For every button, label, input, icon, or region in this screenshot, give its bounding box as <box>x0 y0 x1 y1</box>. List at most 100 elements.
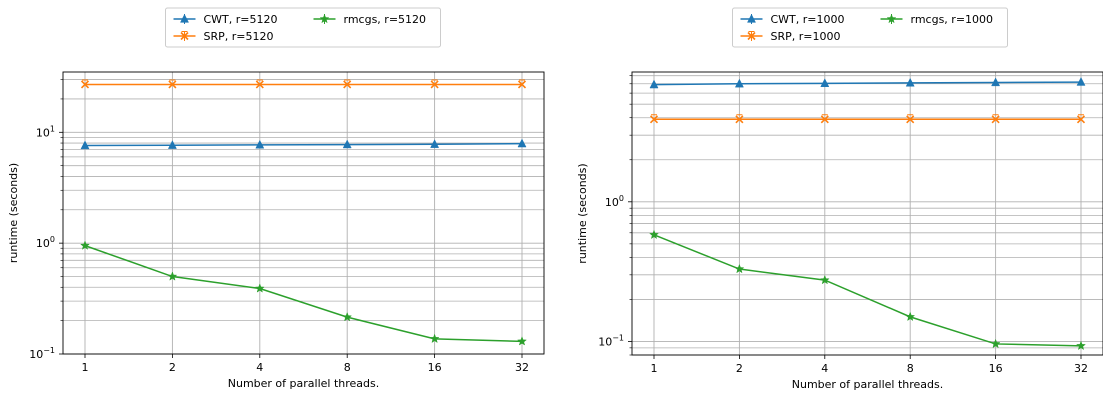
data-point <box>735 115 744 124</box>
data-point <box>342 311 353 322</box>
x-tick-label: 4 <box>256 361 263 374</box>
legend-label: CWT, r=1000 <box>771 13 845 26</box>
legend-box <box>732 7 1008 48</box>
data-point <box>167 271 178 281</box>
data-point <box>820 78 830 87</box>
x-tick-label: 32 <box>1074 362 1088 375</box>
grid <box>632 72 1103 356</box>
data-point <box>991 115 1000 124</box>
data-point <box>80 240 90 250</box>
data-point <box>342 139 352 149</box>
x-tick-label: 1 <box>651 362 658 375</box>
legend-entry: SRP, r=1000 <box>740 30 841 43</box>
data-point <box>649 229 659 240</box>
data-point <box>430 139 440 148</box>
data-point <box>990 338 1001 349</box>
legend-entry: CWT, r=1000 <box>740 13 845 26</box>
data-point <box>1076 115 1086 124</box>
grid <box>63 72 544 355</box>
plot-frame <box>62 71 545 355</box>
data-point <box>820 115 829 124</box>
data-point <box>649 79 659 89</box>
data-point <box>254 283 265 293</box>
legend-marker <box>180 31 189 41</box>
legend-entry: rmcgs, r=5120 <box>313 13 427 26</box>
legend-marker <box>747 31 756 41</box>
legend-entry: SRP, r=5120 <box>173 30 274 43</box>
series-star <box>649 229 1086 351</box>
y-tick-label: 100 <box>36 235 55 250</box>
legend: CWT, r=1000 SRP, r=1000 rmcgs, r=1000 <box>732 7 1008 48</box>
data-point <box>649 115 659 124</box>
y-axis-label: runtime (seconds) <box>7 163 20 263</box>
legend-marker <box>747 13 756 23</box>
data-point <box>430 80 439 89</box>
legend-label: rmcgs, r=1000 <box>911 13 994 26</box>
y-tick-label: 10−1 <box>598 333 624 348</box>
legend-marker <box>886 13 897 24</box>
legend-label: CWT, r=5120 <box>204 13 278 26</box>
data-point <box>1076 340 1086 351</box>
legend-label: SRP, r=5120 <box>204 30 274 43</box>
y-tick-base: 10 <box>36 126 50 139</box>
x-tick-label: 2 <box>736 362 743 375</box>
legend-label: SRP, r=1000 <box>771 30 841 43</box>
legend: CWT, r=5120 SRP, r=5120 rmcgs, r=5120 <box>165 7 441 48</box>
series-line <box>653 81 1082 86</box>
series-triangle <box>80 138 527 150</box>
y-tick-label: 101 <box>36 124 55 139</box>
series-x <box>649 114 1086 124</box>
y-axis-label: runtime (seconds) <box>576 163 589 263</box>
data-point <box>734 263 745 274</box>
data-point <box>255 80 264 89</box>
data-point <box>167 140 177 149</box>
data-point <box>734 78 744 88</box>
x-tick-label: 4 <box>821 362 828 375</box>
x-tick-label: 2 <box>169 361 176 374</box>
x-tick-label: 8 <box>344 361 351 374</box>
series-line <box>84 142 523 147</box>
series-line <box>653 234 1082 347</box>
legend-box <box>165 7 441 48</box>
y-tick-base: 10 <box>598 335 612 348</box>
legend-entry: CWT, r=5120 <box>173 13 278 26</box>
plot-frame <box>631 71 1103 356</box>
legend-entry: rmcgs, r=1000 <box>880 13 994 26</box>
x-tick-label: 16 <box>428 361 442 374</box>
x-axis-label: Number of parallel threads. <box>792 378 944 391</box>
y-tick-label: 10−1 <box>29 346 55 361</box>
legend-marker <box>319 13 330 24</box>
y-tick-label: 100 <box>605 194 624 209</box>
y-tick-base: 10 <box>29 348 43 361</box>
x-tick-label: 32 <box>515 361 529 374</box>
data-point <box>255 139 265 149</box>
x-tick-label: 1 <box>82 361 89 374</box>
data-point <box>991 77 1001 87</box>
data-point <box>343 80 352 89</box>
data-point <box>80 140 90 150</box>
data-point <box>1076 77 1086 86</box>
series-triangle <box>649 77 1086 89</box>
data-point <box>168 80 177 89</box>
y-tick-exponent: 0 <box>619 194 624 203</box>
data-point <box>517 336 527 346</box>
series-star <box>80 240 527 346</box>
y-tick-exponent: 1 <box>50 124 55 133</box>
x-axis-label: Number of parallel threads. <box>228 377 380 390</box>
y-tick-exponent: 0 <box>50 235 55 244</box>
data-point <box>905 311 916 322</box>
data-point <box>905 77 915 87</box>
x-tick-label: 16 <box>989 362 1003 375</box>
y-tick-base: 10 <box>36 237 50 250</box>
legend-marker <box>180 13 189 23</box>
y-tick-exponent: −1 <box>43 346 55 355</box>
data-point <box>517 138 527 148</box>
data-point <box>429 333 440 344</box>
legend-label: rmcgs, r=5120 <box>344 13 427 26</box>
x-tick-label: 8 <box>907 362 914 375</box>
y-tick-exponent: −1 <box>612 333 624 342</box>
data-point <box>819 274 830 285</box>
